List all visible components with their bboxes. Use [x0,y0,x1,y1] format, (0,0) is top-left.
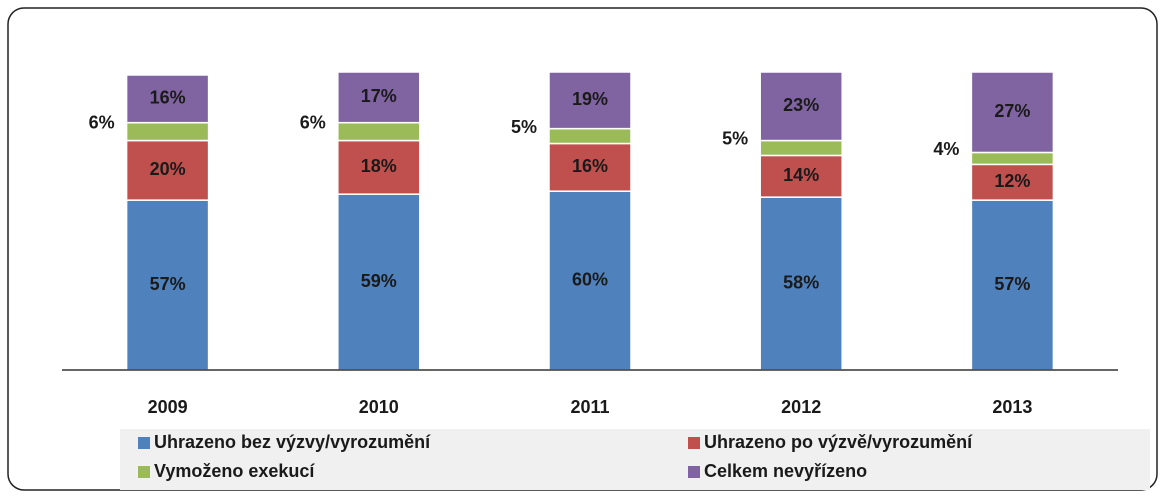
legend-swatch [138,466,150,478]
data-label: 6% [89,112,115,132]
bar-segment [759,71,843,142]
data-label: 18% [361,156,397,176]
x-tick-label: 2011 [570,397,609,417]
bar-segment [125,74,210,124]
x-tick-label: 2009 [148,397,188,417]
bar-segment [548,71,632,130]
data-label: 20% [150,159,186,179]
x-tick-label: 2013 [992,397,1032,417]
bar-segment [125,139,210,201]
bar-segment [970,199,1055,371]
data-label: 19% [572,89,608,109]
data-label: 60% [572,269,608,289]
bar-segment [970,163,1055,201]
data-label: 59% [361,271,397,291]
bar-segment [337,139,421,195]
bar-segment [337,71,421,124]
data-label: 5% [722,129,748,149]
legend-label: Uhrazeno po výzvě/vyrozumění [704,432,973,452]
data-label: 12% [994,171,1030,191]
bar-segment [970,71,1055,154]
legend-label: Uhrazeno bez výzvy/vyrozumění [154,432,431,452]
legend-swatch [688,437,700,449]
data-label: 23% [783,95,819,115]
data-label: 6% [300,112,326,132]
legend-label: Celkem nevyřízeno [704,461,867,481]
bar-segment [125,121,210,142]
legend-background [120,429,1150,490]
data-label: 4% [933,139,959,159]
bar-segment [548,127,632,145]
data-label: 27% [994,101,1030,121]
bar-segment [970,151,1055,166]
x-tick-label: 2012 [781,397,821,417]
bar-segment [337,121,421,142]
legend-swatch [688,466,700,478]
bar-segment [759,196,843,371]
bar-segment [759,154,843,198]
legend-label: Vymoženo exekucí [154,461,315,481]
data-label: 58% [783,272,819,292]
data-label: 16% [150,88,186,108]
data-label: 16% [572,156,608,176]
bar-segment [548,142,632,192]
data-label: 17% [361,86,397,106]
bar-segment [548,190,632,371]
legend-swatch [138,437,150,449]
data-label: 14% [783,165,819,185]
data-label: 57% [150,274,186,294]
data-label: 5% [511,117,537,137]
bar-segment [759,139,843,157]
x-tick-label: 2010 [359,397,399,417]
data-label: 57% [994,274,1030,294]
